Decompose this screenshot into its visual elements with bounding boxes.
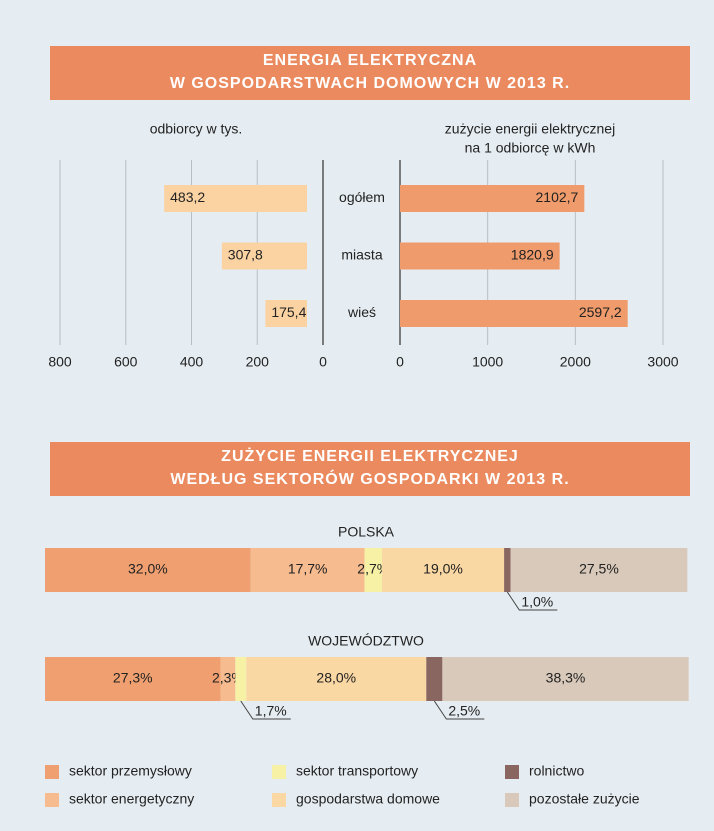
legend-label: sektor przemysłowy [69,763,192,779]
value-label: 32,0% [128,561,168,577]
value-label: 2597,2 [579,304,622,320]
legend-swatch [272,765,286,779]
title-banner [50,442,690,496]
bar [164,185,307,212]
value-label: 38,3% [546,670,586,686]
legend-swatch [272,793,286,807]
bar-segment [45,548,251,592]
group-label: WOJEWÓDZTWO [308,633,424,649]
bar [221,242,307,270]
x-tick-label: 200 [246,354,270,370]
bar-segment [381,548,505,592]
legend-swatch [45,765,59,779]
chart-title: W GOSPODARSTWACH DOMOWYCH W 2013 R. [170,75,570,92]
value-label: 28,0% [316,670,356,686]
value-label: 2,7% [357,561,389,577]
title-banner [50,46,690,100]
value-label: 1,7% [255,703,287,719]
legend-label: sektor transportowy [296,763,418,779]
group-label: POLSKA [338,524,395,540]
value-label: 19,0% [423,561,463,577]
x-tick-label: 400 [180,354,204,370]
legend-swatch [505,765,519,779]
x-tick-label: 600 [114,354,138,370]
legend-swatch [505,793,519,807]
category-label: ogółem [339,189,385,205]
bar-segment [504,548,511,592]
axis-label: na 1 odbiorcę w kWh [465,140,596,156]
bar [400,185,585,212]
bar-segment [246,657,427,701]
x2-tick-label: 1000 [472,354,503,370]
x-tick-label: 800 [48,354,72,370]
value-label: 483,2 [170,189,205,205]
axis-label: zużycie energii elektrycznej [445,121,615,137]
bar-segment [442,657,689,701]
value-label: 27,5% [579,561,619,577]
bar-segment [235,657,247,701]
legend-label: rolnictwo [529,763,584,779]
value-label: 1820,9 [511,247,554,263]
value-label: 307,8 [228,247,263,263]
legend-label: sektor energetyczny [69,791,194,807]
bar-segment [220,657,236,701]
value-label: 1,0% [521,594,553,610]
x2-tick-label: 3000 [647,354,678,370]
value-label: 175,4 [271,304,306,320]
chart-title: ZUŻYCIE ENERGII ELEKTRYCZNEJ [221,447,519,465]
bar-segment [364,548,382,592]
legend-swatch [45,793,59,807]
bar [265,300,307,327]
chart-title: ENERGIA ELEKTRYCZNA [263,52,477,69]
bar-segment [250,548,365,592]
leader-line [506,591,558,611]
bar [400,300,628,327]
bar [400,242,560,270]
value-label: 2,5% [448,703,480,719]
value-label: 17,7% [288,561,328,577]
bar-segment [45,657,221,701]
category-label: wieś [347,304,376,320]
legend-label: pozostałe zużycie [529,791,640,807]
leader-line [240,700,291,720]
x-tick-label: 0 [319,354,327,370]
x2-tick-label: 2000 [560,354,591,370]
value-label: 27,3% [113,670,153,686]
legend-label: gospodarstwa domowe [296,791,440,807]
chart-title: WEDŁUG SEKTORÓW GOSPODARKI W 2013 R. [170,469,569,488]
value-label: 2102,7 [536,189,579,205]
bar-segment [426,657,443,701]
leader-line [433,700,485,720]
category-label: miasta [341,247,382,263]
x2-tick-label: 0 [396,354,404,370]
axis-label: odbiorcy w tys. [150,121,243,137]
bar-segment [510,548,688,592]
